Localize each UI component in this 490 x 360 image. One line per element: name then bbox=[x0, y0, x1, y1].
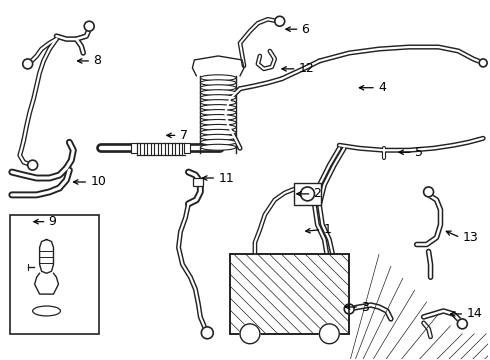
Ellipse shape bbox=[200, 134, 236, 140]
Text: 5: 5 bbox=[415, 146, 423, 159]
Ellipse shape bbox=[200, 85, 236, 91]
Bar bbox=[230, 255, 349, 334]
Ellipse shape bbox=[33, 306, 60, 316]
Text: 6: 6 bbox=[301, 23, 310, 36]
Circle shape bbox=[479, 59, 487, 67]
Ellipse shape bbox=[200, 139, 236, 145]
Bar bbox=[194, 178, 203, 186]
Circle shape bbox=[28, 160, 38, 170]
Ellipse shape bbox=[200, 114, 236, 121]
Circle shape bbox=[23, 59, 33, 69]
Text: 8: 8 bbox=[93, 54, 101, 67]
Circle shape bbox=[240, 324, 260, 344]
Ellipse shape bbox=[200, 90, 236, 96]
Bar bbox=[230, 255, 349, 334]
Text: 12: 12 bbox=[298, 62, 314, 75]
Text: 14: 14 bbox=[466, 307, 482, 320]
Circle shape bbox=[457, 319, 467, 329]
Text: 9: 9 bbox=[49, 215, 56, 228]
Ellipse shape bbox=[200, 100, 236, 105]
Text: 10: 10 bbox=[90, 175, 106, 189]
Circle shape bbox=[84, 21, 94, 31]
Circle shape bbox=[201, 327, 213, 339]
Text: 2: 2 bbox=[314, 188, 321, 201]
Ellipse shape bbox=[200, 80, 236, 86]
Bar bbox=[294, 183, 321, 205]
Ellipse shape bbox=[200, 144, 236, 150]
Ellipse shape bbox=[200, 75, 236, 81]
Ellipse shape bbox=[200, 129, 236, 135]
Text: 4: 4 bbox=[378, 81, 386, 94]
Ellipse shape bbox=[200, 105, 236, 111]
Circle shape bbox=[424, 187, 434, 197]
Text: 11: 11 bbox=[218, 171, 234, 185]
Bar bbox=[10, 215, 99, 334]
Circle shape bbox=[275, 16, 285, 26]
Ellipse shape bbox=[200, 95, 236, 100]
Circle shape bbox=[319, 324, 339, 344]
Text: 1: 1 bbox=[323, 223, 331, 236]
Circle shape bbox=[344, 304, 354, 314]
Text: 3: 3 bbox=[361, 301, 369, 314]
Bar bbox=[184, 143, 191, 153]
Ellipse shape bbox=[200, 120, 236, 125]
Text: 7: 7 bbox=[179, 129, 188, 142]
Ellipse shape bbox=[200, 109, 236, 116]
Circle shape bbox=[300, 187, 315, 201]
Text: 13: 13 bbox=[462, 231, 478, 244]
Bar bbox=[131, 143, 137, 153]
Ellipse shape bbox=[200, 125, 236, 130]
